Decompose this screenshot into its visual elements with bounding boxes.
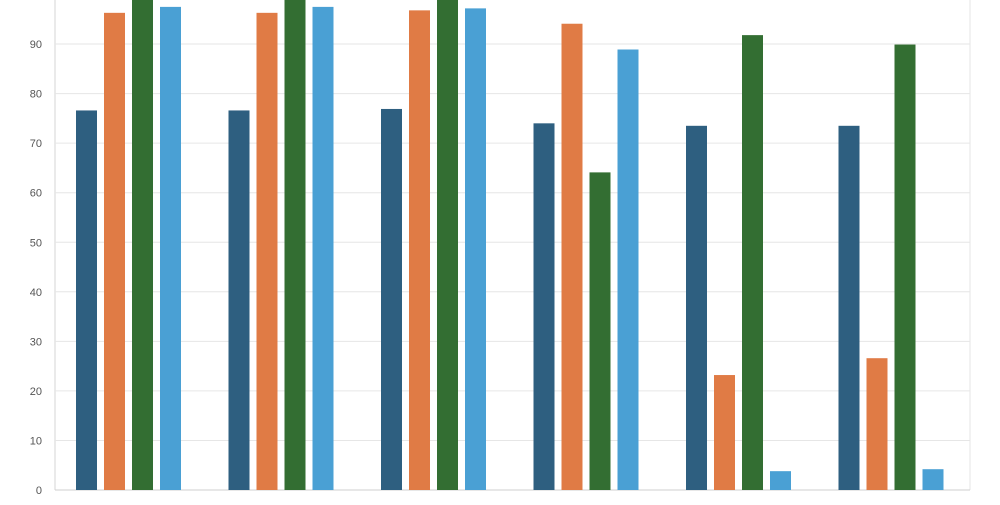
y-tick-label: 60	[30, 188, 42, 200]
bar	[742, 35, 763, 490]
bar	[866, 358, 888, 490]
bar	[533, 123, 555, 490]
bar	[465, 8, 486, 491]
y-tick-label: 40	[30, 287, 42, 299]
bar	[617, 49, 639, 491]
bar	[284, 0, 306, 491]
bar	[437, 0, 458, 491]
bar	[561, 23, 583, 491]
bar	[922, 469, 944, 490]
bar	[256, 12, 278, 491]
bar	[312, 6, 334, 490]
y-tick-label: 50	[30, 237, 42, 249]
bar	[381, 108, 402, 490]
y-tick-label: 10	[30, 435, 42, 447]
bar	[894, 44, 916, 490]
y-tick-label: 70	[30, 138, 42, 150]
bar	[686, 125, 707, 491]
bar	[76, 110, 97, 491]
bar	[714, 375, 735, 490]
bar	[770, 471, 791, 490]
bar	[104, 12, 125, 491]
y-tick-label: 80	[30, 89, 42, 101]
bar	[228, 110, 250, 491]
y-tick-label: 90	[30, 39, 42, 51]
bar	[838, 125, 860, 491]
bar	[409, 10, 430, 491]
bar	[160, 6, 181, 490]
y-tick-label: 20	[30, 386, 42, 398]
y-tick-label: 30	[30, 336, 42, 348]
bar	[132, 0, 153, 491]
bar	[589, 172, 611, 490]
y-tick-label: 0	[36, 485, 42, 497]
